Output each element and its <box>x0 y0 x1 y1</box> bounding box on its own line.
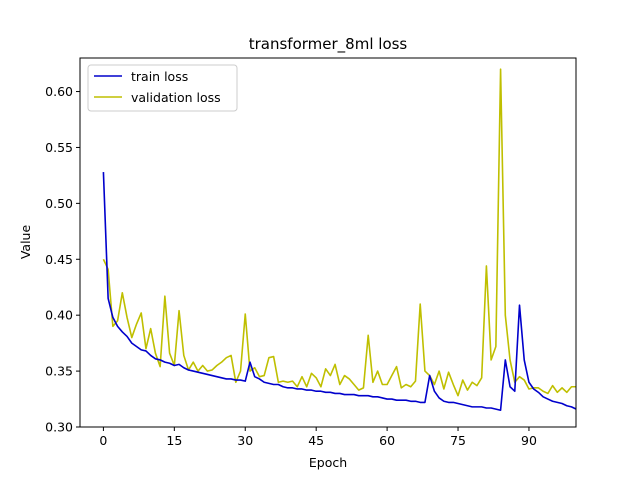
y-axis-label: Value <box>18 225 33 260</box>
axes-frame <box>79 57 577 428</box>
plot-area <box>102 68 577 412</box>
x-tick-label: 45 <box>308 433 324 448</box>
chart-title: transformer_8ml loss <box>249 35 408 54</box>
x-axis: 0 15 30 45 60 75 90 <box>99 427 537 448</box>
x-tick-label: 15 <box>166 433 182 448</box>
y-tick-label: 0.55 <box>45 140 73 155</box>
y-tick-label: 0.50 <box>45 196 73 211</box>
legend-label-train-loss: train loss <box>131 69 188 84</box>
x-tick-label: 30 <box>237 433 253 448</box>
x-tick-label: 0 <box>99 433 107 448</box>
series-line-validation-loss <box>102 68 577 397</box>
legend-box <box>87 64 238 112</box>
x-axis-label: Epoch <box>309 455 347 470</box>
y-tick-label: 0.35 <box>45 364 73 379</box>
y-tick-label: 0.45 <box>45 252 73 267</box>
y-tick-label: 0.60 <box>45 84 73 99</box>
y-tick-label: 0.30 <box>45 420 73 435</box>
legend-label-validation-loss: validation loss <box>131 90 221 105</box>
y-axis: 0.30 0.35 0.40 0.45 0.50 0.55 0.60 <box>45 84 80 435</box>
x-tick-label: 60 <box>379 433 395 448</box>
x-tick-label: 75 <box>450 433 466 448</box>
series-line-train-loss <box>102 172 577 412</box>
legend: train loss validation loss <box>87 64 238 112</box>
x-tick-label: 90 <box>521 433 537 448</box>
y-tick-label: 0.40 <box>45 308 73 323</box>
